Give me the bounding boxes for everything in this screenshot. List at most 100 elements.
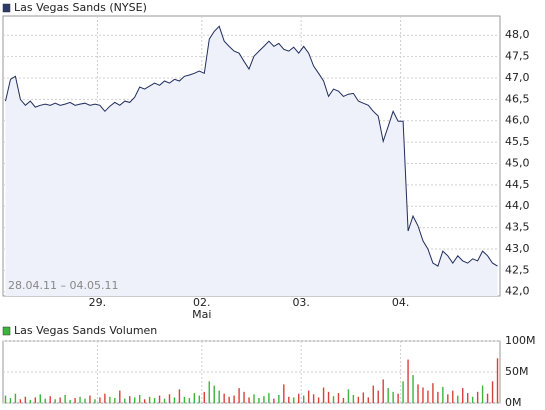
volume-bar [342,398,345,403]
volume-bar [44,398,46,403]
x-tick-label: 03. [292,296,310,309]
volume-bar [432,383,434,403]
volume-bar [442,386,444,403]
volume-bar [337,393,340,403]
volume-bar [491,381,494,403]
volume-bar [327,391,330,403]
volume-bar [223,393,225,403]
volume-bar [407,359,409,403]
legend-label: Las Vegas Sands Volumen [14,324,157,337]
volume-bar [288,396,290,403]
volume-bar [69,399,71,403]
volume-bar [89,395,91,403]
volume-bar [208,381,210,403]
y-tick-label: 47,5 [505,50,530,63]
volume-bar [273,398,275,403]
legend-swatch [2,3,11,13]
volume-bar [417,384,419,403]
volume-bar [29,399,32,403]
volume-bar [377,390,379,403]
volume-bar [283,384,285,403]
y-tick-label: 46,5 [505,92,530,105]
volume-bar [243,391,245,403]
y-tick-label: 0M [505,396,522,409]
volume-bar [362,392,365,403]
volume-bar [153,398,156,403]
volume-bar [466,393,469,403]
volume-bar [402,381,404,403]
volume-bar [173,397,176,403]
volume-bar [168,394,171,403]
volume-bar [148,396,151,403]
volume-bar [312,394,315,403]
y-tick-label: 47,0 [505,71,530,84]
y-tick-label: 48,0 [505,28,530,41]
volume-bar [238,388,240,403]
volume-bar [293,397,295,403]
volume-bar [422,387,424,403]
volume-bar [228,396,230,403]
volume-bar [54,399,56,403]
volume-bar [382,379,384,403]
volume-bar [496,358,499,403]
volume-bar [193,393,196,403]
volume-bar [322,387,325,403]
volume-bar [183,396,186,403]
volume-bar [218,390,220,403]
volume-bar [357,396,360,403]
volume-bar [486,393,489,403]
volume-bar [79,396,81,403]
volume-bar [253,394,255,403]
volume-bar [129,396,131,403]
volume-bar [19,399,22,403]
y-tick-label: 100M [505,334,536,347]
volume-bar [462,388,464,403]
volume-bar [347,389,350,403]
volume-bar [268,393,270,403]
volume-bar [258,398,260,403]
volume-bar [143,399,146,403]
volume-bar [317,397,320,403]
price-area [5,26,498,297]
volume-bar [119,390,121,403]
volume-bar [427,390,429,403]
volume-bar [332,396,335,403]
y-tick-label: 42,0 [505,285,530,298]
volume-bar [481,385,484,403]
volume-bar [49,396,51,403]
volume-bar [134,397,136,403]
volume-bar [457,395,459,403]
volume-bar [203,391,205,403]
volume-bar [213,385,215,403]
volume-bar [9,398,12,403]
volume-bar [34,397,37,403]
volume-bar [158,395,161,403]
y-tick-label: 44,0 [505,199,530,212]
price-line [5,25,498,267]
volume-bar [4,395,7,403]
volume-bar [74,398,76,403]
x-tick-label: 04. [392,296,410,309]
volume-bar [124,398,126,403]
volume-bar [198,395,201,403]
volume-bar [109,396,111,403]
legend-label: Las Vegas Sands (NYSE) [14,1,147,14]
volume-bar [138,394,141,403]
volume-bar [163,398,166,403]
volume-bar [412,375,414,403]
volume-bar [39,394,41,403]
volume-bar [99,397,101,403]
volume-bar [447,394,449,403]
volume-bar [59,397,61,403]
volume-bar [302,395,305,403]
y-tick-label: 45,5 [505,135,530,148]
y-tick-label: 43,5 [505,221,530,234]
volume-bar [367,397,369,403]
volume-bar [94,399,96,403]
x-tick-sublabel: Mai [192,308,211,321]
volume-bar [307,390,310,403]
x-tick-label: 29. [89,296,107,309]
x-tick-label: 02. [193,296,211,309]
y-tick-label: 43,0 [505,242,530,255]
volume-bar [392,391,394,403]
